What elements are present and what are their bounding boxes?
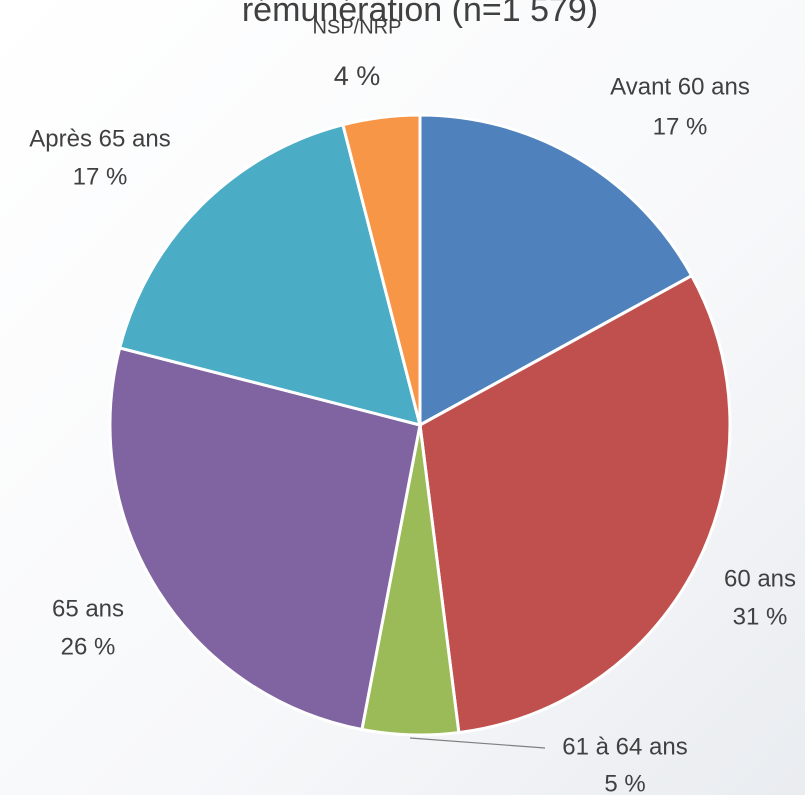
pie-slice	[418, 273, 732, 735]
category-label: Avant 60 ans	[610, 73, 750, 100]
pie-slice	[341, 113, 422, 426]
category-label: 65 ans	[52, 595, 124, 622]
pie-slice	[108, 346, 422, 732]
category-label: Après 65 ans	[29, 125, 170, 152]
value-label: 17 %	[73, 163, 128, 190]
category-label: 60 ans	[724, 565, 796, 592]
category-label: NSP/NRP	[313, 16, 402, 38]
value-label: 26 %	[61, 633, 116, 660]
chart-title: rémunération (n=1 579)	[242, 0, 598, 29]
value-label: 5 %	[604, 770, 645, 795]
value-label: 31 %	[733, 603, 788, 630]
category-label: 61 à 64 ans	[562, 733, 687, 760]
leader-line	[409, 737, 546, 749]
value-label: 17 %	[653, 113, 708, 140]
value-label: 4 %	[334, 61, 381, 91]
pie-slice	[117, 122, 423, 428]
pie-slice	[418, 113, 694, 428]
